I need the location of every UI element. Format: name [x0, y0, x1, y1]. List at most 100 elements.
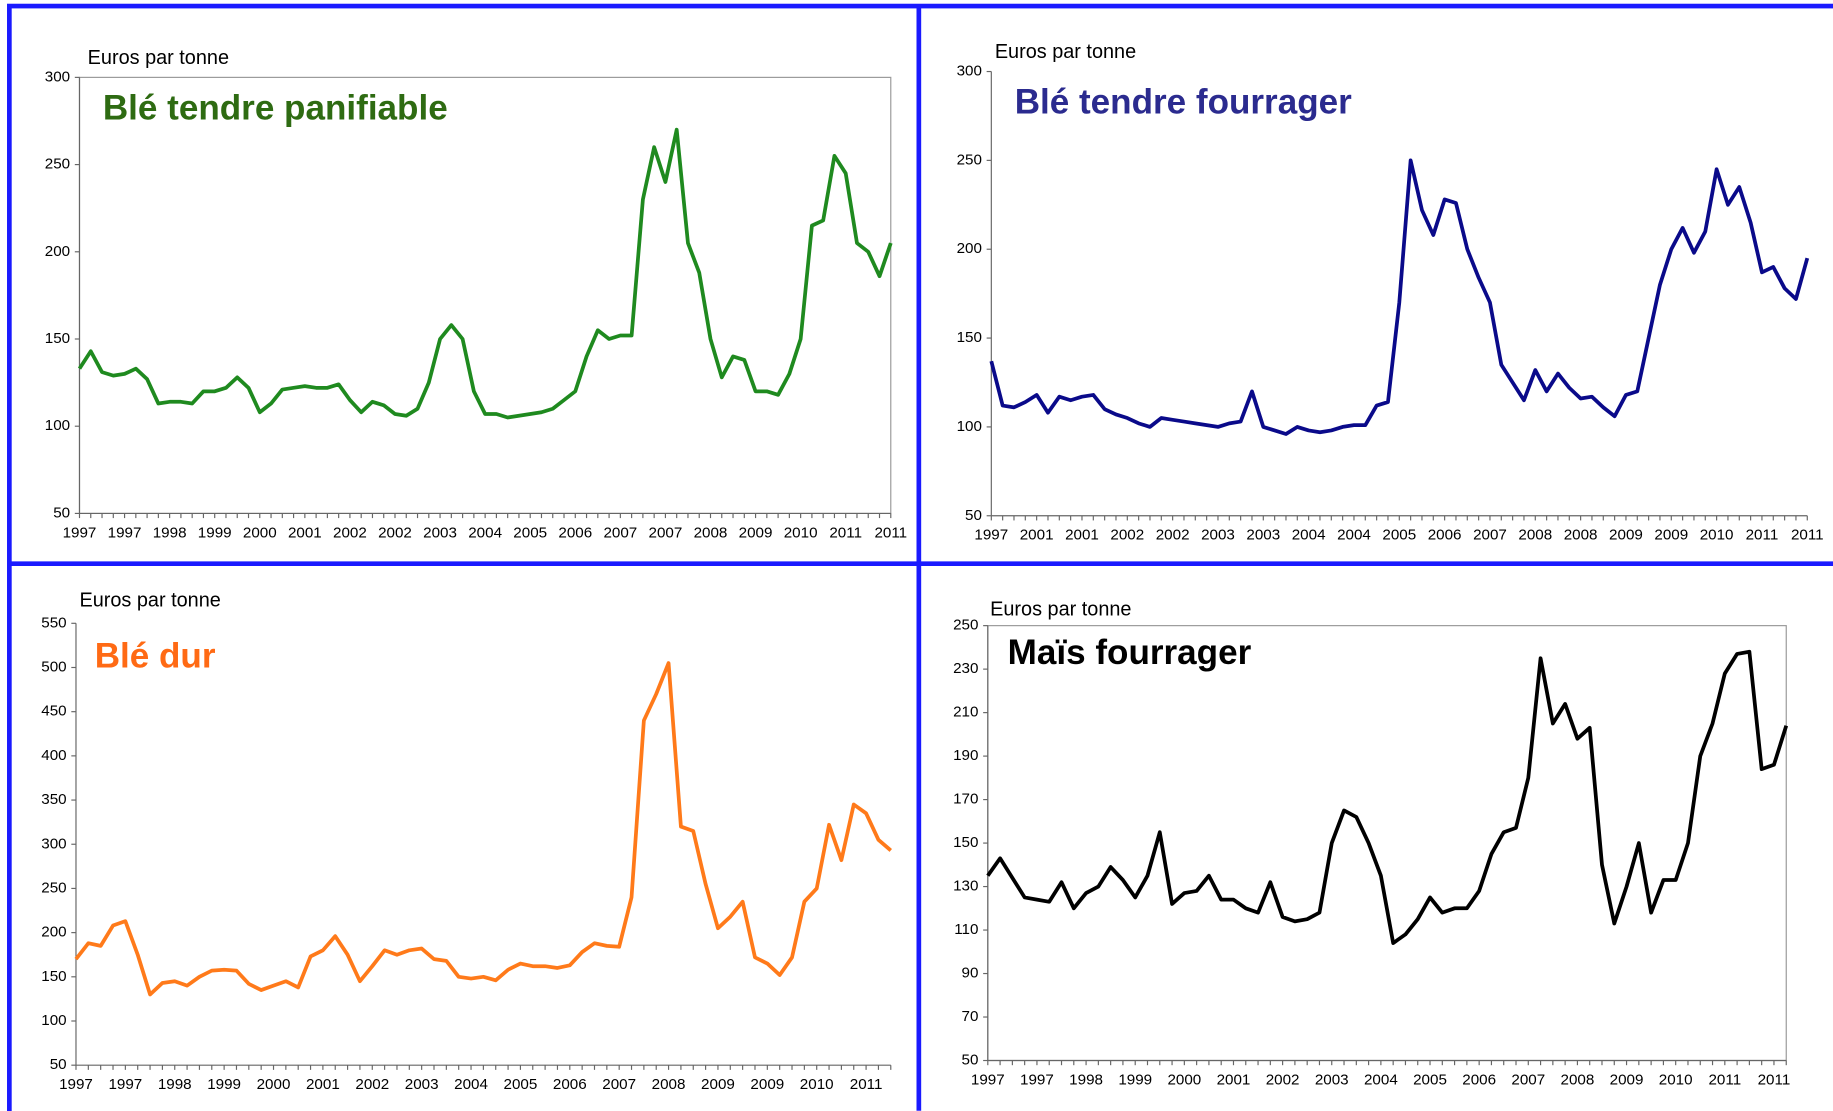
x-tick-label: 2008 — [694, 524, 728, 541]
x-tick-label: 1998 — [158, 1076, 192, 1093]
chart-title: Maïs fourrager — [1008, 633, 1252, 672]
x-tick-label: 2004 — [1364, 1071, 1398, 1088]
y-tick-label: 50 — [53, 504, 70, 521]
y-axis-label: Euros par tonne — [88, 47, 229, 69]
x-tick-label: 2001 — [288, 524, 322, 541]
x-tick-label: 2009 — [701, 1076, 735, 1093]
x-tick-label: 2001 — [306, 1076, 340, 1093]
x-tick-label: 2003 — [405, 1076, 439, 1093]
y-tick-label: 550 — [41, 614, 66, 631]
x-tick-label: 1998 — [153, 524, 187, 541]
x-tick-label: 2003 — [1201, 527, 1235, 544]
x-tick-label: 2003 — [423, 524, 457, 541]
x-tick-label: 1997 — [971, 1071, 1005, 1088]
x-tick-label: 2007 — [1473, 527, 1507, 544]
x-tick-label: 2005 — [1382, 527, 1416, 544]
x-tick-label: 1999 — [1118, 1071, 1152, 1088]
y-tick-label: 100 — [957, 418, 982, 435]
chart-title: Blé tendre fourrager — [1015, 83, 1352, 122]
panel-borders — [7, 3, 1833, 1111]
y-tick-label: 90 — [962, 965, 979, 982]
y-tick-label: 450 — [41, 703, 66, 720]
x-tick-label: 2007 — [649, 524, 683, 541]
y-tick-label: 200 — [957, 240, 982, 257]
y-tick-label: 250 — [953, 617, 978, 634]
x-tick-label: 2006 — [1462, 1071, 1496, 1088]
x-tick-label: 2002 — [1110, 527, 1144, 544]
y-tick-label: 100 — [41, 1012, 66, 1029]
y-tick-label: 150 — [953, 834, 978, 851]
x-tick-label: 2010 — [1700, 527, 1734, 544]
x-tick-label: 1997 — [974, 527, 1008, 544]
x-tick-label: 2004 — [454, 1076, 488, 1093]
y-tick-label: 250 — [957, 151, 982, 168]
x-tick-label: 2002 — [355, 1076, 389, 1093]
y-tick-label: 70 — [962, 1008, 979, 1025]
x-tick-label: 2011 — [1758, 1071, 1791, 1088]
y-tick-label: 130 — [953, 878, 978, 895]
x-tick-label: 2006 — [1428, 527, 1462, 544]
x-tick-label: 2006 — [558, 524, 592, 541]
x-tick-label: 1999 — [198, 524, 232, 541]
chart-title: Blé tendre panifiable — [103, 88, 448, 127]
y-tick-label: 200 — [45, 243, 70, 260]
x-tick-label: 2000 — [1167, 1071, 1201, 1088]
y-tick-label: 300 — [957, 63, 982, 80]
x-tick-label: 2002 — [333, 524, 367, 541]
x-tick-label: 1998 — [1069, 1071, 1103, 1088]
x-tick-label: 2011 — [874, 524, 907, 541]
y-tick-label: 300 — [41, 835, 66, 852]
y-axis-label: Euros par tonne — [990, 599, 1131, 621]
data-line — [986, 649, 1789, 945]
y-tick-label: 150 — [41, 968, 66, 985]
y-tick-label: 300 — [45, 68, 70, 85]
y-tick-label: 200 — [41, 924, 66, 941]
x-tick-label: 2010 — [1659, 1071, 1693, 1088]
x-tick-label: 2002 — [1266, 1071, 1300, 1088]
x-tick-label: 2011 — [850, 1076, 883, 1093]
data-line — [74, 661, 893, 997]
y-tick-label: 250 — [45, 156, 70, 173]
y-tick-label: 170 — [953, 791, 978, 808]
x-tick-label: 2009 — [750, 1076, 784, 1093]
x-tick-label: 2011 — [1708, 1071, 1741, 1088]
x-tick-label: 2007 — [603, 524, 637, 541]
y-tick-label: 50 — [962, 1052, 979, 1069]
x-tick-label: 2010 — [800, 1076, 834, 1093]
x-tick-label: 2000 — [257, 1076, 291, 1093]
x-tick-label: 2008 — [1518, 527, 1552, 544]
y-tick-label: 500 — [41, 659, 66, 676]
x-tick-label: 2005 — [1413, 1071, 1447, 1088]
x-tick-label: 2000 — [243, 524, 277, 541]
y-tick-label: 110 — [954, 921, 978, 938]
plot-frame — [78, 76, 892, 515]
x-tick-label: 2011 — [829, 524, 862, 541]
data-line — [77, 127, 893, 420]
x-tick-label: 2009 — [1609, 527, 1643, 544]
x-tick-label: 2010 — [784, 524, 818, 541]
y-tick-label: 50 — [50, 1056, 67, 1073]
y-tick-label: 350 — [41, 791, 66, 808]
x-tick-label: 2005 — [513, 524, 547, 541]
x-tick-label: 2009 — [1610, 1071, 1644, 1088]
x-tick-label: 1997 — [63, 524, 97, 541]
x-tick-label: 2003 — [1246, 527, 1280, 544]
y-tick-label: 190 — [953, 747, 978, 764]
x-tick-label: 2008 — [1564, 527, 1598, 544]
x-tick-label: 2001 — [1020, 527, 1054, 544]
y-axis-label: Euros par tonne — [79, 589, 220, 611]
x-tick-label: 1999 — [207, 1076, 241, 1093]
x-tick-label: 2002 — [378, 524, 412, 541]
x-tick-label: 2007 — [1511, 1071, 1545, 1088]
x-tick-label: 2009 — [739, 524, 773, 541]
chart-title: Blé dur — [95, 637, 216, 676]
data-line — [989, 158, 1810, 436]
x-tick-label: 2004 — [468, 524, 502, 541]
x-tick-label: 1997 — [1020, 1071, 1054, 1088]
x-tick-label: 1997 — [59, 1076, 93, 1093]
y-axis-label: Euros par tonne — [995, 41, 1136, 63]
x-tick-label: 2003 — [1315, 1071, 1349, 1088]
x-tick-label: 2011 — [1746, 527, 1779, 544]
x-tick-label: 2002 — [1156, 527, 1190, 544]
x-tick-label: 1997 — [108, 1076, 142, 1093]
